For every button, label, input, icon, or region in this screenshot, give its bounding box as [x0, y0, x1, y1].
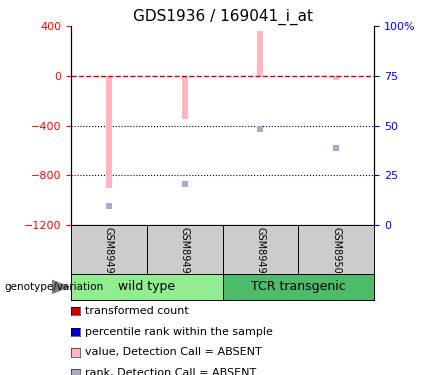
Text: percentile rank within the sample: percentile rank within the sample: [85, 327, 273, 337]
Title: GDS1936 / 169041_i_at: GDS1936 / 169041_i_at: [132, 9, 313, 25]
Text: rank, Detection Call = ABSENT: rank, Detection Call = ABSENT: [85, 368, 256, 375]
Text: GSM89500: GSM89500: [331, 227, 341, 280]
Bar: [181, 76, 187, 119]
Text: value, Detection Call = ABSENT: value, Detection Call = ABSENT: [85, 348, 261, 357]
Bar: [333, 76, 339, 80]
Text: GSM89497: GSM89497: [104, 227, 114, 280]
Text: genotype/variation: genotype/variation: [4, 282, 104, 292]
Text: transformed count: transformed count: [85, 306, 188, 316]
Bar: [106, 76, 112, 188]
Text: GSM89498: GSM89498: [180, 227, 190, 280]
Polygon shape: [52, 280, 69, 294]
Text: wild type: wild type: [118, 280, 175, 293]
Bar: [258, 31, 264, 76]
Text: TCR transgenic: TCR transgenic: [251, 280, 346, 293]
Text: GSM89499: GSM89499: [255, 227, 265, 280]
